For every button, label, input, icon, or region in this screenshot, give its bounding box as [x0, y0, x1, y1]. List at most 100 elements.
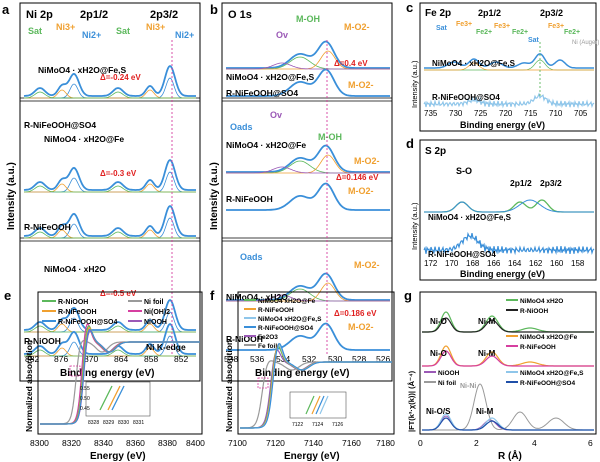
svg-text:532: 532: [302, 354, 316, 364]
panel-a-xlabel: Binding energy (eV): [60, 368, 154, 379]
svg-text:Fe2O3: Fe2O3: [258, 334, 278, 341]
panel-d: d S 2p S-O 2p1/2 2p3/2 NiMoO4 · xH2O@Fe,…: [406, 136, 597, 281]
panel-b-xlabel: Binding energy (eV): [255, 368, 349, 379]
sample-b-4: R-NiFeOOH: [226, 194, 273, 204]
svg-text:158: 158: [571, 259, 585, 268]
panel-f-ylabel: Normalized absorption: [224, 340, 234, 432]
svg-text:8330: 8330: [118, 420, 129, 426]
panel-g-frame: [419, 291, 597, 435]
panel-a-ylabel: Intensity (a.u.): [6, 162, 17, 230]
svg-text:876: 876: [54, 354, 68, 364]
sample-a-4: R-NiFeOOH: [24, 222, 71, 232]
panel-a-frame: [19, 2, 201, 382]
panel-f-letter: f: [210, 288, 215, 303]
panel-g-r-nifeooh: [422, 350, 594, 367]
peak-c-fe2-2: Fe2+: [512, 29, 528, 36]
shift-a-3: Δ=-0.5 eV: [100, 289, 137, 298]
sample-c-2: R-NiFeOOH@SO4: [432, 93, 500, 102]
svg-text:528: 528: [352, 354, 366, 364]
label-2p12: 2p1/2: [80, 9, 108, 21]
peak-c-fe2-3: Fe2+: [564, 29, 580, 36]
svg-text:NiMoO4 xH2O@Fe: NiMoO4 xH2O@Fe: [520, 334, 578, 341]
panel-d-ylabel: Intensity (a.u.): [410, 202, 419, 250]
panel-g-letter: g: [404, 288, 412, 303]
panel-g-nimoo4-fe: [422, 345, 594, 367]
svg-text:Ni foil: Ni foil: [438, 380, 456, 387]
svg-text:0.45: 0.45: [80, 406, 90, 412]
label-2p32: 2p3/2: [150, 9, 178, 21]
panel-f-xlabel: Energy (eV): [284, 451, 340, 462]
svg-text:R-NiFeOOH@SO4: R-NiFeOOH@SO4: [58, 319, 117, 326]
peak-ov-2: Ov: [270, 110, 282, 120]
peak-mo2-4: M-O2-: [348, 80, 374, 90]
panel-e-xaxis: 8300 8320 8340 8360 8380 8400 Energy (eV…: [30, 438, 205, 462]
label-g-nim-1: Ni-M: [478, 317, 496, 326]
panel-e-letter: e: [4, 288, 11, 303]
svg-text:R-NiFeOOH: R-NiFeOOH: [520, 344, 556, 351]
svg-text:858: 858: [144, 354, 158, 364]
sample-a-3: NiMoO4 · xH2O@Fe: [44, 134, 124, 144]
panel-d-frame: [419, 139, 597, 281]
panel-g-legend: NiMoO4 xH2O R-NiOOH NiMoO4 xH2O@Fe R-NiF…: [424, 298, 584, 387]
svg-text:R-NiOOH: R-NiOOH: [58, 299, 88, 306]
svg-text:R-NiOOH: R-NiOOH: [520, 308, 548, 315]
svg-text:170: 170: [445, 259, 459, 268]
peak-c-ni-auger: Ni (Auger): [572, 40, 599, 46]
sample-a-6: R-NiOOH: [24, 336, 61, 346]
svg-text:166: 166: [487, 259, 501, 268]
peak-sat-1: Sat: [28, 26, 42, 36]
svg-text:7160: 7160: [342, 438, 361, 448]
svg-text:735: 735: [424, 109, 438, 118]
panel-a-fit-sat-4: [23, 349, 196, 357]
shift-a-1: Δ=-0.24 eV: [100, 73, 141, 82]
panel-d-xlabel: Binding energy (eV): [460, 269, 545, 279]
svg-text:NiMoO4 xH2O@Fe,S: NiMoO4 xH2O@Fe,S: [258, 316, 322, 323]
panel-e: e R-NiOOH R-NiFeOOH R-NiFeOOH@SO4 Ni foi…: [4, 288, 205, 462]
peak-c-fe3-2: Fe3+: [494, 23, 510, 30]
panel-b-curve-3: [226, 182, 390, 211]
panel-e-legend: R-NiOOH R-NiFeOOH R-NiFeOOH@SO4 Ni foil …: [42, 299, 170, 326]
svg-text:8331: 8331: [133, 420, 144, 426]
svg-text:7100: 7100: [228, 438, 247, 448]
peak-sat-2: Sat: [116, 26, 130, 36]
panel-e-ylabel: Normalized absorption: [24, 340, 34, 432]
panel-c-spectra: [423, 53, 595, 109]
panel-b-curve-5: [226, 322, 390, 351]
panel-d-letter: d: [406, 136, 414, 151]
peak-c-fe2-1: Fe2+: [476, 29, 492, 36]
panel-e-r-nifeooh-so4: [40, 328, 200, 425]
panel-f-inset: [289, 391, 347, 419]
svg-text:Ni(OH)2: Ni(OH)2: [144, 309, 170, 316]
peak-c-fe3-3: Fe3+: [548, 23, 564, 30]
panel-a-curve-1: [23, 158, 196, 191]
panel-g-r-nifeooh-so4: [422, 417, 594, 431]
svg-text:7122: 7122: [292, 422, 303, 428]
peak-mo2-5: M-O2-: [348, 186, 374, 196]
svg-text:720: 720: [499, 109, 513, 118]
label-g-nios: Ni-O/S: [426, 407, 451, 416]
label-g-nim-3: Ni-M: [476, 407, 494, 416]
sample-a-2: R-NiFeOOH@SO4: [24, 120, 96, 130]
peak-moh-1: M-OH: [296, 14, 320, 24]
panel-c: c Fe 2p 2p1/2 2p3/2 Sat Fe3+ Fe2+ Fe3+ F…: [406, 0, 599, 132]
svg-text:7124: 7124: [312, 422, 323, 428]
svg-text:725: 725: [474, 109, 488, 118]
panel-a-fit-sat-1: [23, 185, 196, 193]
svg-text:Ni foil: Ni foil: [144, 299, 163, 306]
panel-a-fit-sat-0: [23, 91, 196, 99]
panel-g-xaxis: 0 2 4 6 R (Å): [418, 438, 593, 462]
panel-c-fit-2: [424, 62, 594, 71]
svg-text:8360: 8360: [126, 438, 145, 448]
peak-d-2p12: 2p1/2: [510, 178, 532, 188]
svg-text:0: 0: [418, 438, 423, 448]
shift-b-3: Δ=0.186 eV: [334, 309, 377, 318]
peak-mo2-1: M-O2-: [344, 22, 370, 32]
peak-ov-1: Ov: [276, 30, 288, 40]
panel-a-letter: a: [2, 2, 10, 17]
panel-g-ylabel: |FT(k³·χ(k))| (Å⁻⁴): [407, 370, 416, 432]
svg-text:164: 164: [508, 259, 522, 268]
shift-b-1: Δ=0.4 eV: [334, 59, 368, 68]
sample-d-1: NiMoO4 · xH2O@Fe,S: [428, 213, 512, 222]
svg-text:8380: 8380: [158, 438, 177, 448]
svg-text:NiOOH: NiOOH: [438, 370, 460, 377]
